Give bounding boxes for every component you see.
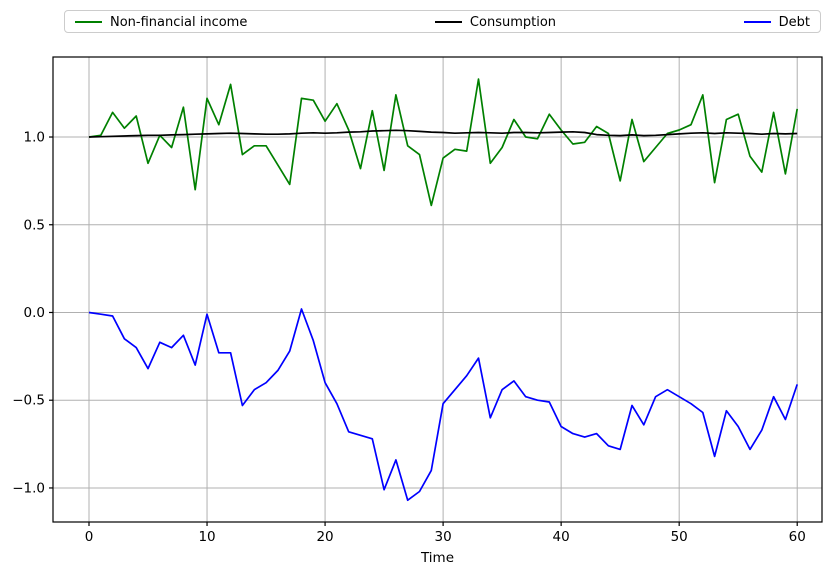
x-tick-label: 10 (198, 529, 215, 545)
legend-line-consumption-icon (434, 20, 462, 23)
x-tick-label: 60 (789, 529, 806, 545)
y-tick-label: 1.0 (24, 130, 45, 146)
x-tick-label: 50 (671, 529, 688, 545)
series-line-debt (88, 308, 799, 502)
legend-line-debt-icon (743, 20, 771, 23)
series-line-non-financial-income (88, 78, 799, 207)
x-tick-label: 20 (316, 529, 333, 545)
series-line-consumption (88, 129, 798, 138)
y-tick-label: 0.5 (24, 217, 45, 233)
legend-label-consumption: Consumption (469, 14, 557, 30)
legend-item-debt: Debt (743, 14, 810, 30)
legend-label-debt: Debt (778, 14, 810, 30)
x-tick-label: 0 (85, 529, 94, 545)
y-tick-label: −1.0 (12, 480, 45, 496)
y-tick-label: 0.0 (24, 305, 45, 321)
x-tick-label: 30 (435, 529, 452, 545)
y-tick-label: −0.5 (12, 393, 45, 409)
plot-border (52, 56, 823, 523)
legend-item-consumption: Consumption (434, 14, 557, 30)
legend-item-non-financial-income: Non-financial income (75, 15, 247, 29)
legend-label-non-financial-income: Non-financial income (110, 14, 248, 30)
x-axis-label: Time (420, 550, 454, 566)
x-tick-label: 40 (553, 529, 570, 545)
legend-line-non-financial-income-icon (75, 20, 102, 23)
legend: Non-financial income Consumption Debt (64, 10, 821, 33)
